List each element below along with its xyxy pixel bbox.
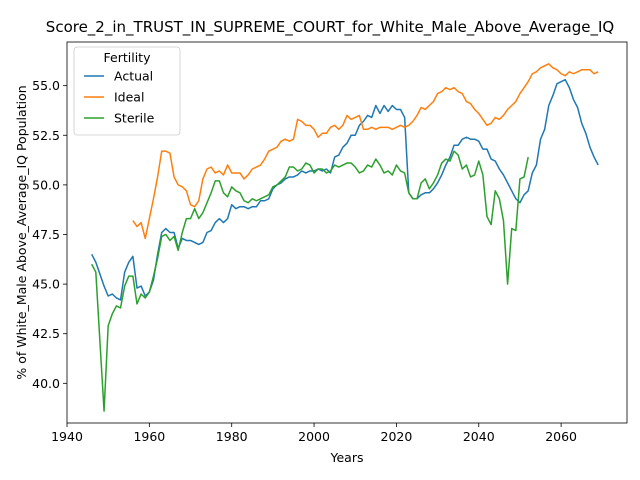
series-line-ideal [132,63,599,240]
x-tick-label: 2020 [381,429,413,444]
plot-frame [66,41,628,424]
legend-label-sterile: Sterile [114,111,155,126]
legend-items: Actual Ideal Sterile [84,69,155,126]
legend-title: Fertility [104,50,152,65]
legend-label-actual: Actual [114,69,153,84]
y-tick-label: 45.0 [32,277,60,292]
y-tick-label: 47.5 [32,227,60,242]
y-tick-label: 50.0 [32,177,60,192]
y-axis-label: % of White_Male Above_Average_IQ Populat… [14,85,29,379]
x-axis: 1940 1960 1980 2000 2020 2040 2060 [51,423,577,444]
series-line-sterile [91,150,529,412]
x-tick-label: 2040 [463,429,495,444]
legend-label-ideal: Ideal [114,90,144,105]
y-tick-label: 52.5 [32,128,60,143]
x-tick-label: 1960 [133,429,165,444]
y-tick-label: 42.5 [32,326,60,341]
plot-lines [91,63,599,412]
x-tick-label: 1980 [216,429,248,444]
series-line-actual [91,78,599,301]
y-axis: 40.0 42.5 45.0 47.5 50.0 52.5 55.0 [32,78,67,391]
legend: Fertility Actual Ideal Sterile [73,46,181,136]
legend-box [73,46,181,136]
x-tick-label: 1940 [51,429,83,444]
x-axis-label: Years [330,450,364,465]
x-tick-label: 2000 [298,429,330,444]
chart-title: Score_2_in_TRUST_IN_SUPREME_COURT_for_Wh… [46,18,614,37]
x-tick-label: 2060 [545,429,577,444]
y-tick-label: 55.0 [32,78,60,93]
y-tick-label: 40.0 [32,376,60,391]
